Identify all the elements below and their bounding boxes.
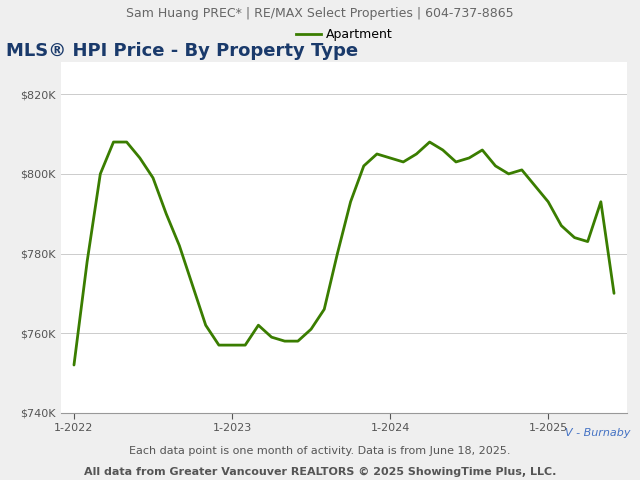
Text: V - Burnaby: V - Burnaby bbox=[565, 428, 630, 438]
Legend: Apartment: Apartment bbox=[291, 23, 397, 46]
Text: All data from Greater Vancouver REALTORS © 2025 ShowingTime Plus, LLC.: All data from Greater Vancouver REALTORS… bbox=[84, 467, 556, 477]
Text: Each data point is one month of activity. Data is from June 18, 2025.: Each data point is one month of activity… bbox=[129, 446, 511, 456]
Text: Sam Huang PREC* | RE/MAX Select Properties | 604-737-8865: Sam Huang PREC* | RE/MAX Select Properti… bbox=[126, 7, 514, 20]
Text: MLS® HPI Price - By Property Type: MLS® HPI Price - By Property Type bbox=[6, 42, 358, 60]
